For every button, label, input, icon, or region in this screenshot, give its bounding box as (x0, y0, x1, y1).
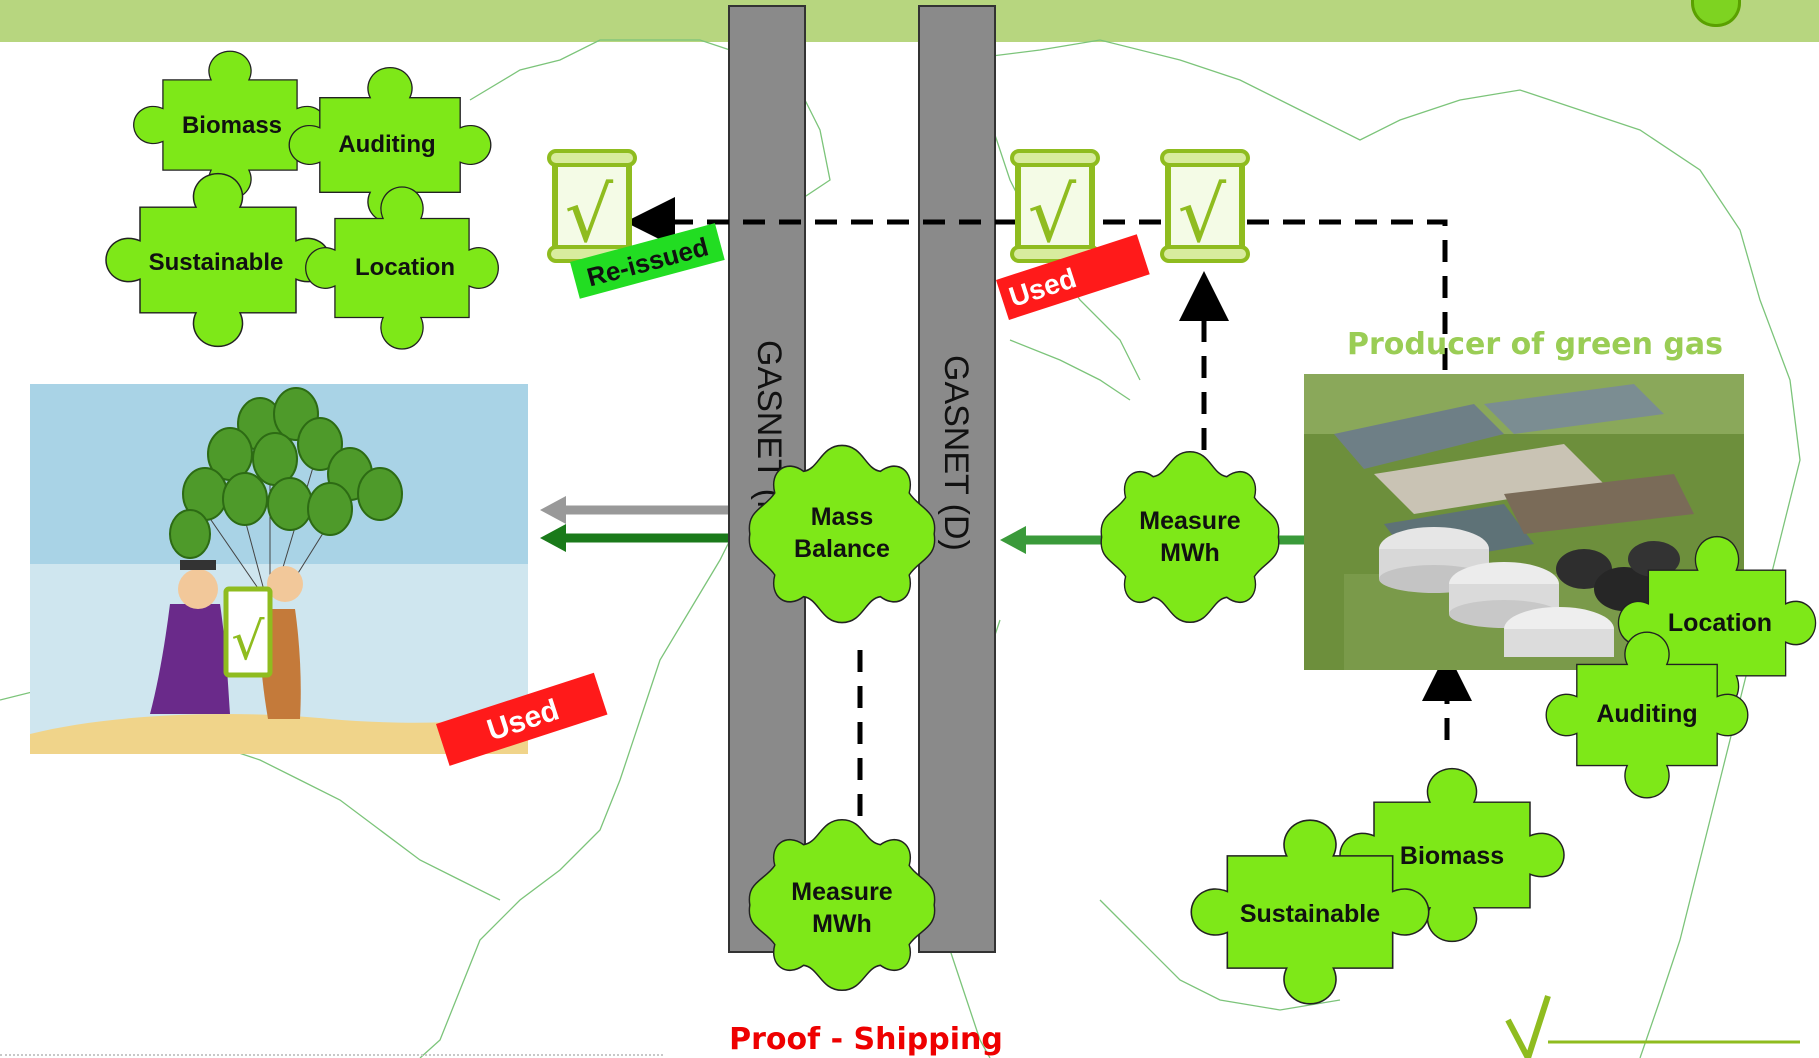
svg-text:Measure: Measure (1139, 507, 1241, 535)
producer-measure-gear: Measure MWh (1100, 450, 1280, 624)
certificate-reissued-icon: √ (549, 151, 635, 261)
mass-balance-gear: Mass Balance (748, 444, 936, 624)
certificate-flow-lines (625, 197, 1472, 848)
certificate-issued-icon: √ (1162, 151, 1248, 261)
left-piece-biomass: Biomass (182, 112, 282, 139)
footer-divider (0, 1054, 663, 1056)
svg-text:MWh: MWh (812, 910, 872, 938)
svg-text:√: √ (1178, 170, 1227, 259)
measure-mwh-gear-bottom: Measure MWh (748, 818, 936, 992)
svg-text:√: √ (565, 170, 614, 259)
left-piece-sustainable: Sustainable (149, 249, 284, 276)
proof-shipping-label: Proof - Shipping (729, 1022, 1003, 1057)
svg-text:√: √ (231, 612, 265, 672)
right-piece-auditing: Auditing (1596, 700, 1697, 728)
right-piece-location: Location (1668, 609, 1772, 637)
header-bar (0, 0, 1819, 42)
pipe-gasnet-d (918, 5, 996, 953)
right-piece-sustainable: Sustainable (1240, 900, 1380, 928)
brand-logo-icon (1505, 995, 1800, 1058)
svg-text:Mass: Mass (811, 503, 874, 531)
right-piece-biomass: Biomass (1400, 842, 1504, 870)
svg-text:MWh: MWh (1160, 539, 1220, 567)
left-piece-auditing: Auditing (338, 131, 435, 158)
pipe-label-d: GASNET (D) (937, 355, 975, 551)
svg-text:Measure: Measure (791, 878, 893, 906)
right-puzzle-cluster: Location Auditing Biomass Sustainable (1190, 535, 1817, 1005)
left-piece-location: Location (355, 254, 455, 281)
left-puzzle-cluster: Biomass Auditing Sustainable Location (105, 50, 499, 350)
cartoon-certificate-handover: √ (30, 384, 528, 754)
producer-title: Producer of green gas (1347, 327, 1723, 362)
svg-text:√: √ (1028, 170, 1077, 259)
certificate-used-icon: √ (1012, 151, 1098, 261)
svg-text:Balance: Balance (794, 535, 890, 563)
